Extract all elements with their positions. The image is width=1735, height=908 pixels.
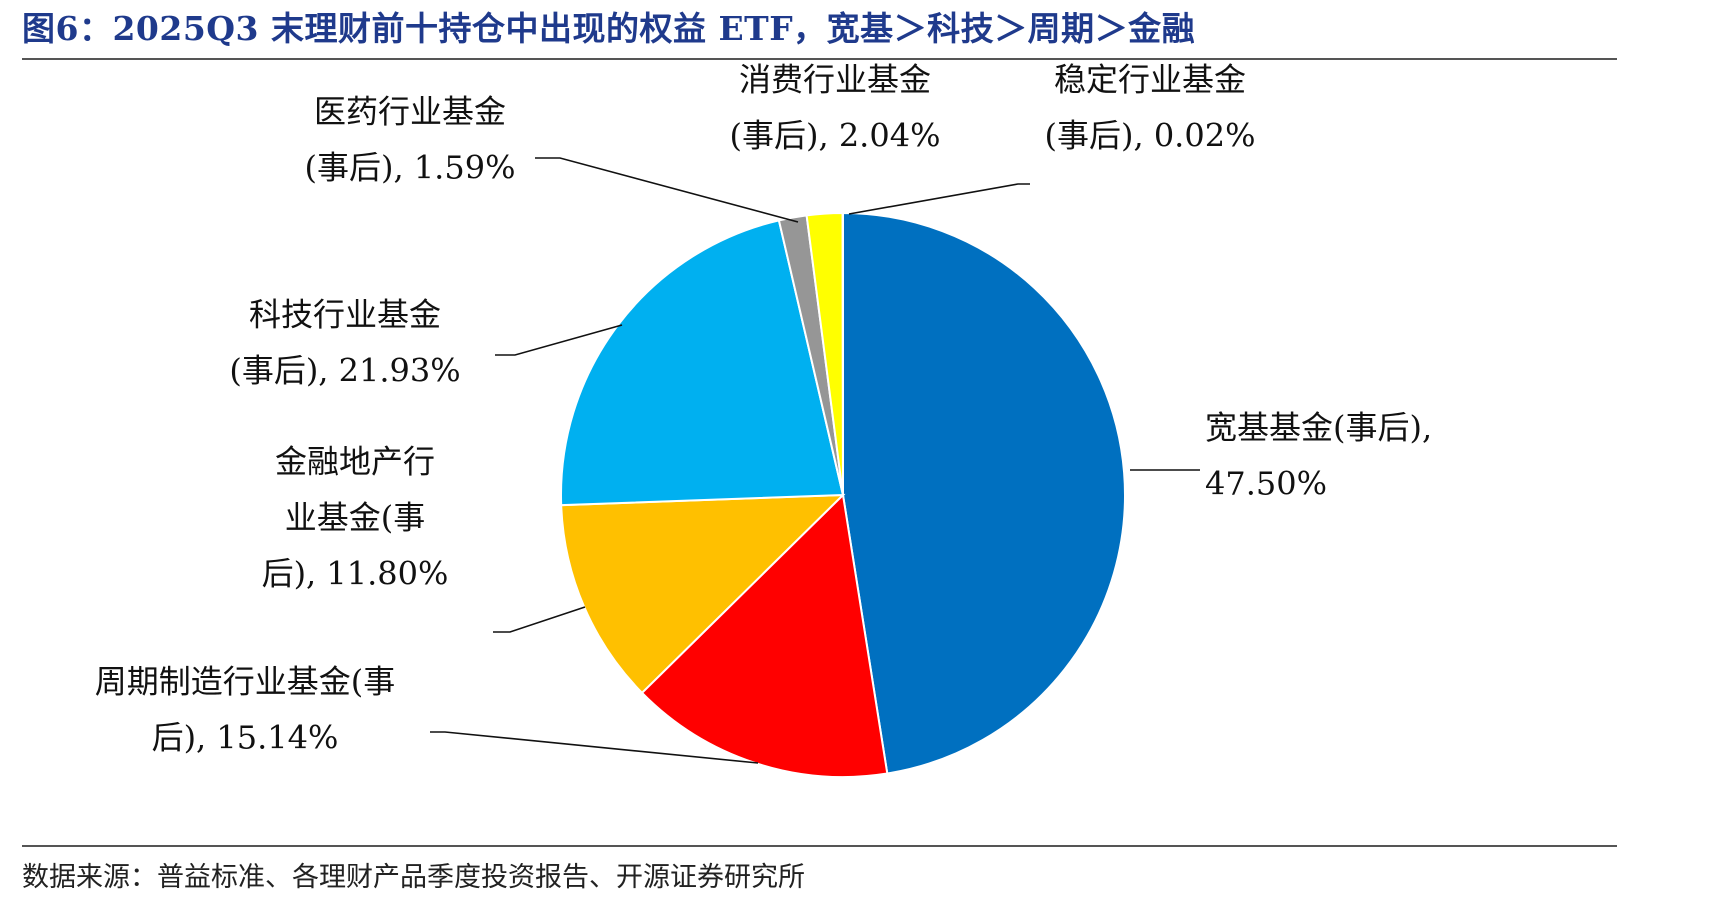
source-note: 数据来源：普益标准、各理财产品季度投资报告、开源证券研究所 — [22, 862, 805, 893]
footer-divider — [22, 845, 1617, 847]
chart-title: 图6：2025Q3 末理财前十持仓中出现的权益 ETF，宽基＞科技＞周期＞金融 — [22, 9, 1196, 48]
data-label-3-line-1: 金融地产行 — [275, 443, 435, 481]
data-label-4-line-2: (事后), 21.93% — [229, 352, 460, 390]
data-label-3-line-2: 业基金(事 — [285, 499, 426, 537]
data-label-7-line-2: (事后), 0.02% — [1045, 117, 1256, 155]
data-label-7-line-1: 稳定行业基金 — [1054, 61, 1246, 99]
data-label-5-line-2: (事后), 1.59% — [305, 149, 516, 187]
data-label-6-line-2: (事后), 2.04% — [730, 117, 941, 155]
title-divider — [22, 58, 1617, 60]
pie-slice-4 — [560, 219, 845, 507]
data-label-5-line-1: 医药行业基金 — [314, 93, 506, 131]
leader-line-4 — [495, 324, 623, 356]
data-label-2-line-2: 后), 15.14% — [152, 719, 339, 757]
data-label-2-line-1: 周期制造行业基金(事 — [95, 663, 396, 701]
pie-slice-1 — [842, 211, 1126, 775]
data-label-4-line-1: 科技行业基金 — [249, 296, 441, 334]
data-label-6-line-1: 消费行业基金 — [739, 61, 931, 99]
data-label-1-line-2: 47.50% — [1205, 465, 1327, 503]
leader-line-7 — [848, 183, 1030, 215]
data-label-3-line-3: 后), 11.80% — [262, 555, 449, 593]
pie-chart: 宽基基金(事后), 47.50% 周期制造行业基金(事后), 15.14% 金融地产行… — [95, 61, 1432, 778]
leader-line-3 — [493, 606, 586, 633]
leader-line-2 — [430, 731, 759, 764]
leader-line-5 — [535, 157, 799, 223]
data-label-1-line-1: 宽基基金(事后), — [1205, 409, 1432, 447]
